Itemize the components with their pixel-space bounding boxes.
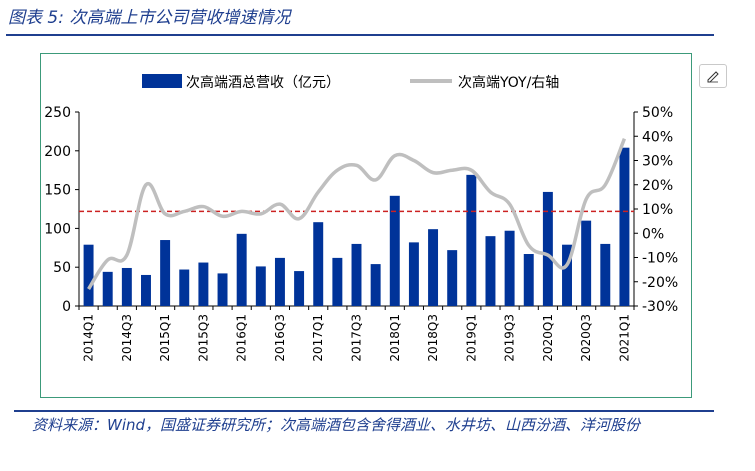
bar bbox=[428, 229, 439, 306]
bar bbox=[83, 244, 94, 306]
bar bbox=[542, 191, 553, 306]
y-right-tick-label: -30% bbox=[642, 299, 678, 315]
bar bbox=[447, 250, 458, 306]
bar bbox=[274, 257, 285, 306]
bar bbox=[179, 269, 190, 306]
bar bbox=[523, 254, 534, 306]
y-left-tick-label: 200 bbox=[44, 144, 71, 160]
bar bbox=[370, 264, 381, 306]
bar bbox=[217, 273, 228, 306]
bar bbox=[581, 220, 592, 306]
y-right-tick-label: 50% bbox=[642, 105, 673, 121]
x-tick-label: 2019Q3 bbox=[503, 314, 517, 362]
bar bbox=[466, 174, 477, 306]
bar bbox=[619, 147, 630, 306]
y-right-tick-label: 30% bbox=[642, 154, 673, 170]
bar bbox=[236, 233, 247, 306]
bar bbox=[198, 262, 209, 306]
bar bbox=[313, 222, 324, 306]
source-divider bbox=[14, 410, 714, 412]
bar bbox=[408, 242, 419, 306]
pencil-icon bbox=[707, 71, 719, 83]
x-tick-label: 2017Q3 bbox=[350, 314, 364, 362]
y-right-tick-label: -20% bbox=[642, 275, 678, 291]
bar bbox=[504, 230, 515, 306]
figure-title: 图表 5: 次高端上市公司营收增速情况 bbox=[8, 8, 291, 28]
title-divider bbox=[6, 34, 714, 36]
edit-button[interactable] bbox=[699, 64, 727, 88]
bar bbox=[102, 271, 113, 306]
x-tick-label: 2018Q1 bbox=[388, 314, 402, 362]
bar bbox=[332, 257, 343, 306]
bar bbox=[255, 266, 266, 306]
bar bbox=[294, 271, 305, 306]
bar bbox=[141, 274, 151, 306]
x-tick-label: 2019Q1 bbox=[464, 314, 478, 362]
bar bbox=[351, 243, 362, 306]
bar bbox=[600, 243, 611, 306]
x-tick-label: 2015Q1 bbox=[158, 314, 172, 362]
legend-line-label: 次高端YOY/右轴 bbox=[458, 74, 559, 91]
y-left-tick-label: 150 bbox=[44, 183, 71, 199]
legend-bar-swatch bbox=[142, 74, 182, 88]
y-left-tick-label: 100 bbox=[44, 221, 71, 237]
x-tick-label: 2021Q1 bbox=[617, 314, 631, 362]
bar bbox=[389, 195, 400, 306]
x-tick-label: 2018Q3 bbox=[426, 314, 440, 362]
legend-bar-label: 次高端酒总营收（亿元） bbox=[186, 74, 340, 91]
x-tick-label: 2020Q3 bbox=[579, 314, 593, 362]
x-tick-label: 2020Q1 bbox=[541, 314, 555, 362]
y-left-tick-label: 50 bbox=[53, 260, 71, 276]
x-tick-label: 2016Q3 bbox=[273, 314, 287, 362]
x-tick-label: 2014Q1 bbox=[82, 314, 96, 362]
y-right-tick-label: 10% bbox=[642, 202, 673, 218]
x-tick-label: 2014Q3 bbox=[120, 314, 134, 362]
source-note: 资料来源：Wind，国盛证券研究所；次高端酒包含舍得酒业、水井坊、山西汾酒、洋河… bbox=[32, 416, 641, 434]
bar bbox=[485, 236, 496, 306]
x-tick-label: 2015Q3 bbox=[196, 314, 210, 362]
y-left-tick-label: 250 bbox=[44, 105, 71, 121]
y-right-tick-label: 40% bbox=[642, 129, 673, 145]
y-right-tick-label: 20% bbox=[642, 178, 673, 194]
y-right-tick-label: -10% bbox=[642, 251, 678, 267]
bar bbox=[121, 267, 132, 306]
y-left-tick-label: 0 bbox=[62, 299, 71, 315]
bar bbox=[562, 244, 572, 306]
y-right-tick-label: 0% bbox=[642, 226, 664, 242]
bar bbox=[160, 240, 171, 306]
x-tick-label: 2017Q1 bbox=[311, 314, 325, 362]
x-tick-label: 2016Q1 bbox=[235, 314, 249, 362]
